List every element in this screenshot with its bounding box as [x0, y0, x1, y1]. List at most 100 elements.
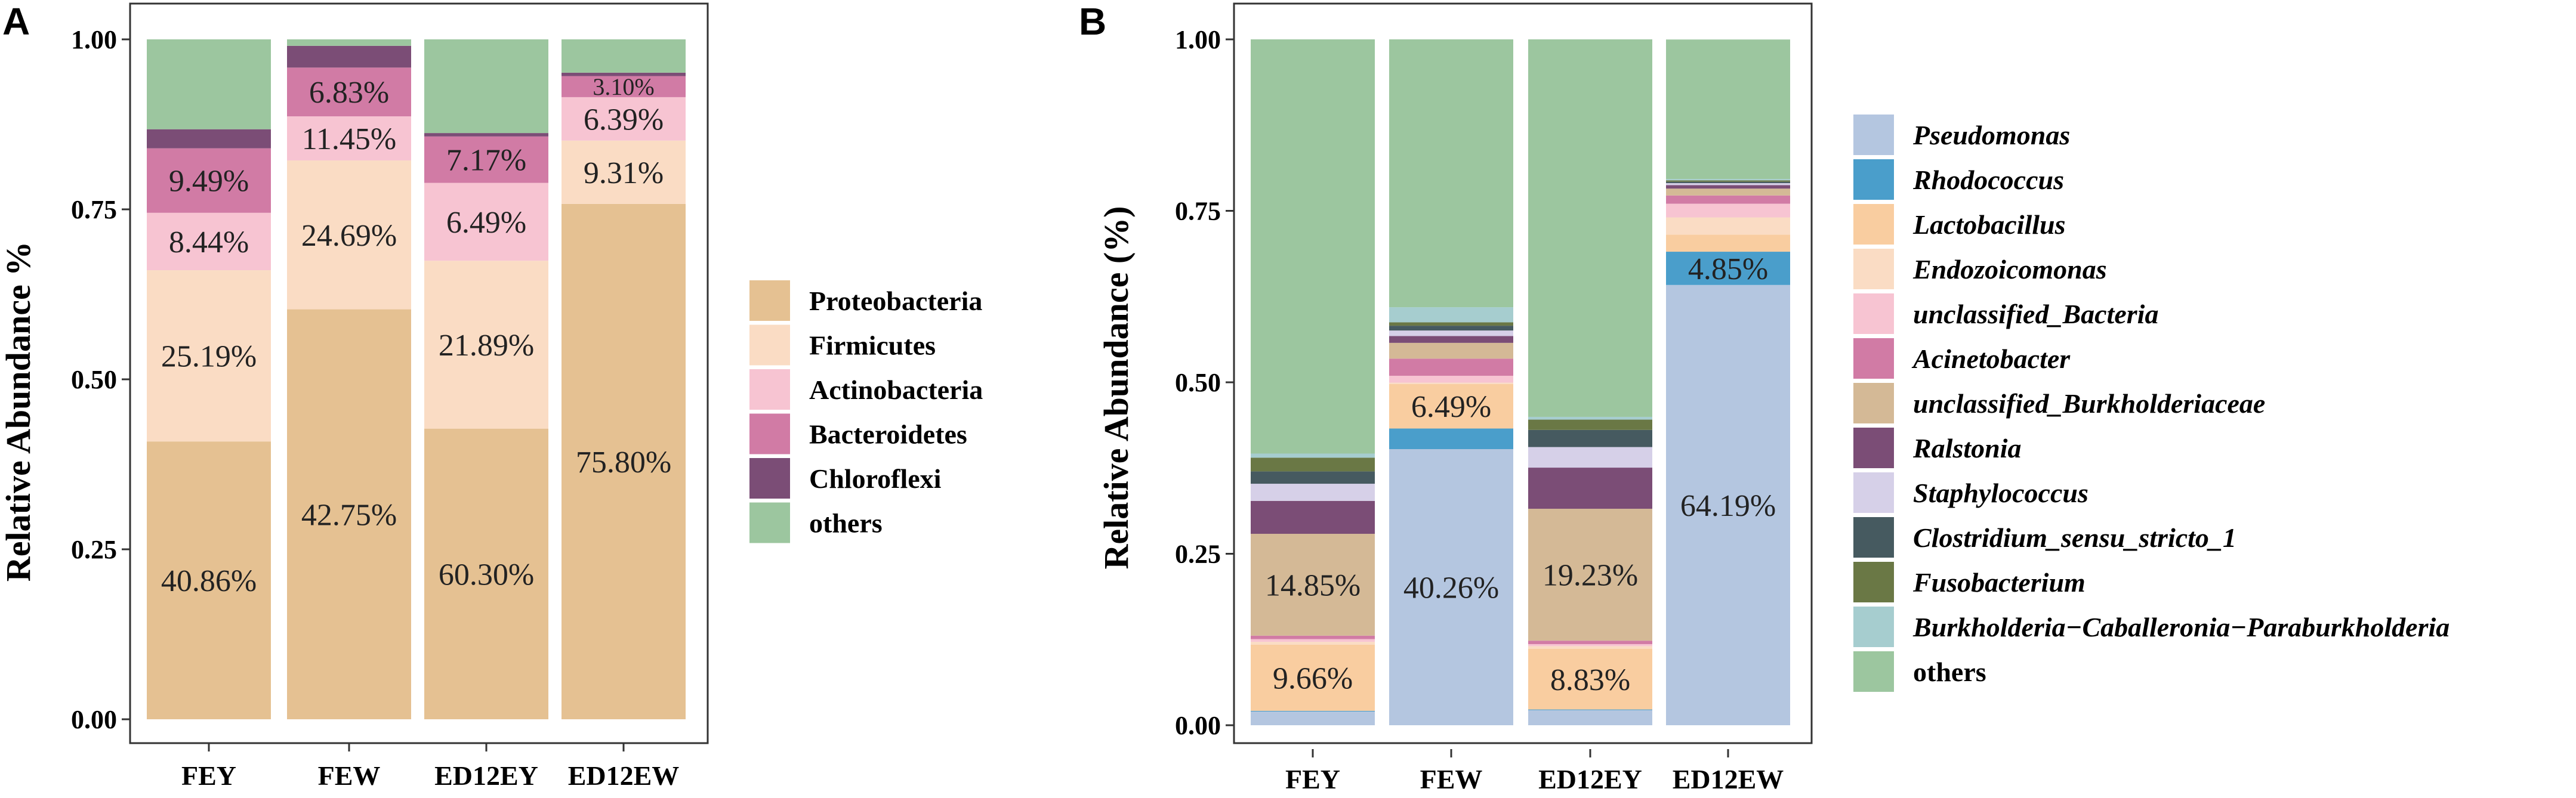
panel-a-bar-few-proteobacteria [287, 309, 411, 719]
panel-a-x-tick-label: FEW [318, 760, 381, 791]
panel-a-data-label: 75.80% [576, 446, 671, 480]
panel-a-bar-few-actinobacteria [287, 116, 411, 161]
panel-b-data-labels: 9.66% 14.85% 40.26% 6.49% 8.83% 19.23% 64.19% 4… [1265, 252, 1776, 697]
panel-b-bar-fey-ralstonia [1251, 500, 1375, 534]
panel-a-legend-label-chloroflexi: Chloroflexi [809, 463, 942, 494]
panel-a-legend-swatch-others [749, 502, 790, 543]
panel-a-bar-ed12ey-chloroflexi [424, 133, 548, 137]
panel-b-bar-ed12ey-unclassified-burkholderiaceae [1528, 509, 1652, 641]
panel-b-legend-swatch-ralstonia [1853, 428, 1894, 468]
panel-b-legend-label-burkholderia-caballeronia-paraburkholderia: Burkholderia−Caballeronia−Paraburkholder… [1912, 612, 2449, 642]
panel-b-bar-ed12ew-unclassified-burkholderiaceae [1666, 188, 1790, 196]
panel-a-data-label: 42.75% [301, 498, 397, 532]
panel-a-data-label: 9.31% [584, 156, 664, 190]
panel-b-legend-swatch-staphylococcus [1853, 472, 1894, 513]
panel-b-legend-label-fusobacterium: Fusobacterium [1912, 567, 2086, 598]
panel-b-legend-label-others: others [1913, 657, 1986, 687]
panel-b-bar-few-endozoicomonas [1389, 382, 1513, 384]
panel-a-data-label: 6.39% [584, 103, 664, 137]
panel-b-bar-fey-lactobacillus [1251, 644, 1375, 711]
panel-b-y-tick-label: 1.00 [1175, 25, 1221, 54]
panel-b-bar-fey-burkholderia-caballeronia-paraburkholderia [1251, 453, 1375, 458]
panel-b-bar-ed12ey-acinetobacter [1528, 641, 1652, 644]
panel-b-legend-swatch-rhodococcus [1853, 159, 1894, 200]
panel-a-bar-ed12ew-bacteroidetes [562, 76, 686, 97]
panel-b-bar-fey-others [1251, 39, 1375, 454]
panel-a-data-label: 6.83% [309, 76, 389, 110]
panel-a-data-label: 24.69% [301, 219, 397, 253]
panel-b-bar-ed12ey-endozoicomonas [1528, 646, 1652, 649]
panel-a-bar-fey-firmicutes [147, 270, 271, 442]
panel-b-bar-ed12ey-clostridium-sensu-stricto-1 [1528, 429, 1652, 447]
panel-a-legend-label-actinobacteria: Actinobacteria [809, 375, 983, 405]
panel-a-legend-swatch-actinobacteria [749, 369, 790, 410]
panel-a-bar-ed12ew-actinobacteria [562, 97, 686, 141]
panel-a-data-label: 9.49% [169, 165, 249, 199]
panel-b-y-axis: 0.00 0.25 0.50 0.75 1.00 [1175, 25, 1234, 740]
panel-a-bar-fey-chloroflexi [147, 129, 271, 149]
panel-b-bar-ed12ew-clostridium-sensu-stricto-1 [1666, 181, 1790, 184]
panel-b-bar-ed12ey-others [1528, 39, 1652, 417]
panel-b-legend-label-endozoicomonas: Endozoicomonas [1912, 254, 2107, 284]
panel-a-bar-ed12ew-firmicutes [562, 140, 686, 204]
panel-b-data-label: 9.66% [1273, 661, 1353, 695]
panel-b-legend-label-acinetobacter: Acinetobacter [1911, 344, 2071, 374]
panel-a-legend-swatch-chloroflexi [749, 458, 790, 499]
panel-b-plot-frame [1233, 2, 1813, 744]
panel-a-x-axis: FEY FEW ED12EY ED12EW [181, 743, 679, 791]
panel-b-bar-fey-staphylococcus [1251, 484, 1375, 501]
panel-a-data-label: 60.30% [439, 558, 534, 592]
panel-a-bar-ed12ey-firmicutes [424, 261, 548, 429]
panel-b-legend-swatch-burkholderia-caballeronia-paraburkholderia [1853, 607, 1894, 647]
panel-b-data-label: 14.85% [1265, 568, 1361, 602]
panel-b-data-label: 40.26% [1403, 571, 1499, 605]
panel-a-legend: Proteobacteria Firmicutes Actinobacteria Ba… [749, 280, 983, 543]
panel-b-legend-label-clostridium-sensu-stricto-1: Clostridium_sensu_stricto_1 [1913, 522, 2236, 553]
panel-b-x-tick-label: FEY [1285, 764, 1340, 794]
panel-b-bar-fey-unclassified-bacteria [1251, 639, 1375, 642]
panel-a-data-label: 6.49% [446, 206, 526, 240]
panel-a-legend-label-bacteroidetes: Bacteroidetes [809, 419, 967, 450]
panel-b-bar-few-burkholderia-caballeronia-paraburkholderia [1389, 307, 1513, 323]
panel-a-legend-label-proteobacteria: Proteobacteria [809, 286, 982, 316]
panel-b-bar-ed12ew-others [1666, 39, 1790, 180]
panel-a-y-tick-label: 0.75 [71, 195, 117, 224]
panel-b-bar-ed12ey-staphylococcus [1528, 447, 1652, 468]
panel-b-bar-few-rhodococcus [1389, 428, 1513, 450]
panel-a-legend-swatch-proteobacteria [749, 280, 790, 321]
panel-b-y-axis-title: Relative Abundance (%) [1097, 206, 1136, 570]
panel-b-bar-fey-fusobacterium [1251, 457, 1375, 472]
panel-a-x-tick-label: FEY [181, 760, 236, 791]
panel-a-x-tick-label: ED12EW [568, 760, 680, 791]
panel-a-bar-ed12ew-proteobacteria [562, 203, 686, 719]
panel-a-data-label: 7.17% [446, 144, 526, 178]
panel-b-bar-few-others [1389, 39, 1513, 308]
panel-b-bar-fey-unclassified-burkholderiaceae [1251, 534, 1375, 636]
panel-a-y-axis-title: Relative Abundance % [0, 242, 38, 582]
panel-b-bar-few-staphylococcus [1389, 330, 1513, 336]
panel-b-y-tick-label: 0.75 [1175, 197, 1221, 226]
panel-a-bar-ed12ey-others [424, 39, 548, 134]
panel-b-bar-few-unclassified-burkholderiaceae [1389, 342, 1513, 359]
panel-b-data-label: 8.83% [1550, 663, 1630, 697]
panel-b-x-tick-label: FEW [1420, 764, 1483, 794]
panel-b-bar-few-lactobacillus [1389, 383, 1513, 429]
panel-b-legend-swatch-unclassified-bacteria [1853, 293, 1894, 334]
panel-a-y-tick-label: 0.25 [71, 535, 117, 564]
panel-b-bar-few-clostridium-sensu-stricto-1 [1389, 326, 1513, 331]
panel-b-bar-ed12ey-burkholderia-caballeronia-paraburkholderia [1528, 416, 1652, 420]
panel-a-data-label: 11.45% [302, 122, 396, 156]
panel-a-plot-frame [129, 2, 709, 744]
panel-b-bar-few-fusobacterium [1389, 322, 1513, 326]
panel-a-bar-few-others [287, 39, 411, 46]
panel-a: A Relative Abundance % 0.00 0.25 0.50 0.75 1… [0, 0, 983, 791]
panel-b-y-tick-label: 0.50 [1175, 368, 1221, 397]
panel-b-bar-few-acinetobacter [1389, 358, 1513, 376]
panel-b-x-tick-label: ED12EY [1538, 764, 1642, 794]
panel-b-bar-ed12ew-rhodococcus [1666, 252, 1790, 285]
panel-b-bar-ed12ey-ralstonia [1528, 468, 1652, 509]
panel-b-bar-ed12ey-pseudomonas [1528, 710, 1652, 725]
panel-b-legend-swatch-lactobacillus [1853, 204, 1894, 245]
panel-b-legend-swatch-acinetobacter [1853, 338, 1894, 379]
panel-b-bar-ed12ew-acinetobacter [1666, 195, 1790, 204]
